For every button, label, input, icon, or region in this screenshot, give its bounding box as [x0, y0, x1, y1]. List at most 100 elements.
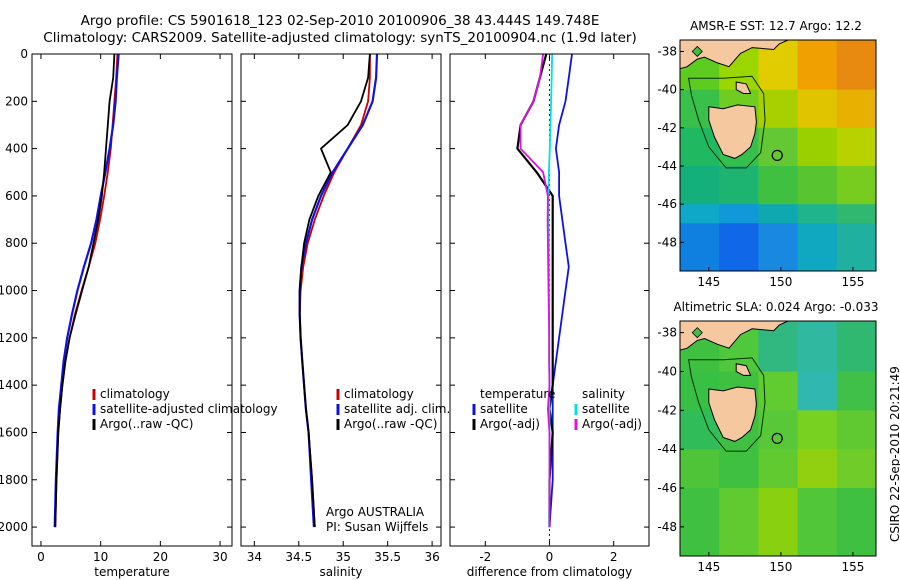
sst-map-field-cell	[836, 40, 876, 91]
difference-legend-label: Argo(-adj)	[480, 417, 540, 431]
temperature-panel: 0 10 20 30 0 200 400 600 800 1000 1200 1400 1600 1800…	[0, 47, 278, 579]
salinity-xtick-label: 36	[424, 550, 439, 564]
mainland-land	[680, 321, 789, 351]
difference-series-line	[516, 53, 554, 528]
sst-map-field-cell	[680, 166, 720, 205]
sla-map-field-cell	[836, 371, 876, 411]
sst-map-ytick-label: -42	[657, 121, 677, 135]
sla-map-field-cell	[758, 488, 799, 556]
difference-series-line	[548, 53, 573, 528]
sla-map-field-cell	[797, 449, 838, 489]
salinity-xtick-label: 34	[247, 550, 262, 564]
argo-float-marker	[771, 432, 783, 444]
temperature-series-line	[54, 53, 116, 528]
sla-map-field-cell	[836, 410, 876, 450]
difference-legend-title: salinity	[582, 387, 625, 401]
sst-map-field-cell	[836, 166, 876, 205]
depth-tick-label: 1800	[0, 473, 28, 487]
temperature-legend-label: satellite-adjusted climatology	[100, 402, 278, 416]
salinity-legend-label: climatology	[344, 387, 414, 401]
sla-map-ytick-label: -46	[657, 481, 677, 495]
station-diamond-marker	[691, 45, 703, 58]
difference-xtick-label: -2	[479, 550, 491, 564]
depth-tick-label: 1000	[0, 284, 28, 298]
sst-map-field-cell	[758, 204, 799, 224]
sst-map-field-cell	[758, 166, 799, 205]
salinity-xtick-label: 34.5	[285, 550, 312, 564]
sst-map-xtick-label: 150	[769, 275, 792, 289]
sla-map-panel: 145 150 155 -38 -40 -42 -44 -46 -48 Altimetric SL…	[657, 300, 878, 574]
salinity-legend-label: Argo(..raw -QC)	[344, 417, 437, 431]
difference-xtick-label: 0	[546, 550, 554, 564]
sst-map-panel: 145 150 155 -38 -40 -42 -44 -46 -48 AMSR-E SST: 1…	[657, 19, 876, 289]
tasmania-land	[708, 386, 757, 442]
sla-map-ytick-label: -42	[657, 403, 677, 417]
sst-map-field-cell	[719, 223, 759, 271]
depth-tick-label: 1200	[0, 331, 28, 345]
temperature-x-axis-label: temperature	[94, 565, 169, 579]
sla-map-field-cell	[719, 449, 759, 489]
sla-map-field-cell	[797, 488, 838, 556]
difference-xtick-label: 2	[610, 550, 618, 564]
difference-legend-label: Argo(-adj)	[582, 417, 642, 431]
sla-map-field-cell	[680, 449, 720, 489]
figure-title-line1: Argo profile: CS 5901618_123 02-Sep-2010…	[80, 13, 600, 29]
salinity-series-line	[298, 53, 371, 528]
mainland-land	[680, 40, 789, 70]
argo-float-marker	[771, 149, 783, 161]
sst-map-field	[680, 40, 876, 271]
sla-map-field-cell	[836, 449, 876, 489]
temperature-legend-label: Argo(..raw -QC)	[100, 417, 193, 431]
sst-map-field-cell	[797, 204, 838, 224]
temperature-xtick-label: 20	[153, 550, 168, 564]
sla-map-axes-frame	[679, 320, 877, 557]
sla-map-field-cell	[758, 449, 799, 489]
sst-map-ytick-label: -48	[657, 235, 677, 249]
sst-map-axes-frame	[679, 39, 877, 272]
depth-tick-label: 800	[5, 236, 28, 250]
sst-map-ytick-label: -46	[657, 197, 677, 211]
sst-map-ytick-label: -38	[657, 44, 677, 58]
sla-map-title: Altimetric SLA: 0.024 Argo: -0.033	[673, 300, 878, 314]
sla-map-field-cell	[680, 488, 720, 556]
sst-map-field-cell	[797, 223, 838, 271]
depth-tick-label: 200	[5, 94, 28, 108]
salinity-axes-frame	[240, 53, 442, 547]
depth-tick-label: 0	[20, 47, 28, 61]
sla-map-xtick-label: 155	[841, 560, 864, 574]
depth-tick-label: 2000	[0, 520, 28, 534]
sst-map-xtick-label: 145	[697, 275, 720, 289]
sst-map-title: AMSR-E SST: 12.7 Argo: 12.2	[690, 19, 862, 33]
temperature-axes-frame	[31, 53, 233, 547]
sla-map-field	[680, 321, 876, 556]
salinity-xtick-label: 35	[336, 550, 351, 564]
temperature-series-line	[53, 53, 120, 528]
sla-map-field-cell	[836, 488, 876, 556]
sst-map-xtick-label: 155	[841, 275, 864, 289]
sst-map-field-cell	[758, 223, 799, 271]
difference-axes-frame	[449, 53, 650, 547]
depth-tick-label: 1600	[0, 425, 28, 439]
sst-map-field-cell	[836, 89, 876, 129]
island-land	[735, 81, 752, 94]
tasmania-land	[708, 104, 757, 159]
sla-map-field-cell	[719, 488, 759, 556]
depth-tick-label: 1400	[0, 378, 28, 392]
difference-legend-label: satellite	[480, 402, 528, 416]
salinity-legend-label: satellite adj. clim.	[344, 402, 450, 416]
sst-map-ytick-label: -40	[657, 83, 677, 97]
sla-map-ytick-label: -40	[657, 364, 677, 378]
sla-map-ytick-label: -48	[657, 520, 677, 534]
sst-map-field-cell	[719, 166, 759, 205]
salinity-annotation: PI: Susan Wijffels	[326, 520, 428, 534]
island-land	[735, 363, 752, 376]
salinity-panel: 34 34.5 35 35.5 36 salinity climatologysatelli…	[241, 53, 450, 579]
difference-legend-label: satellite	[582, 402, 630, 416]
sla-map-ytick-label: -44	[657, 442, 677, 456]
sla-map-field-cell	[836, 321, 876, 372]
sst-map-field-cell	[797, 89, 838, 129]
difference-x-axis-label: difference from climatology	[467, 565, 633, 579]
temperature-xtick-label: 30	[212, 550, 227, 564]
temperature-xtick-label: 0	[37, 550, 45, 564]
